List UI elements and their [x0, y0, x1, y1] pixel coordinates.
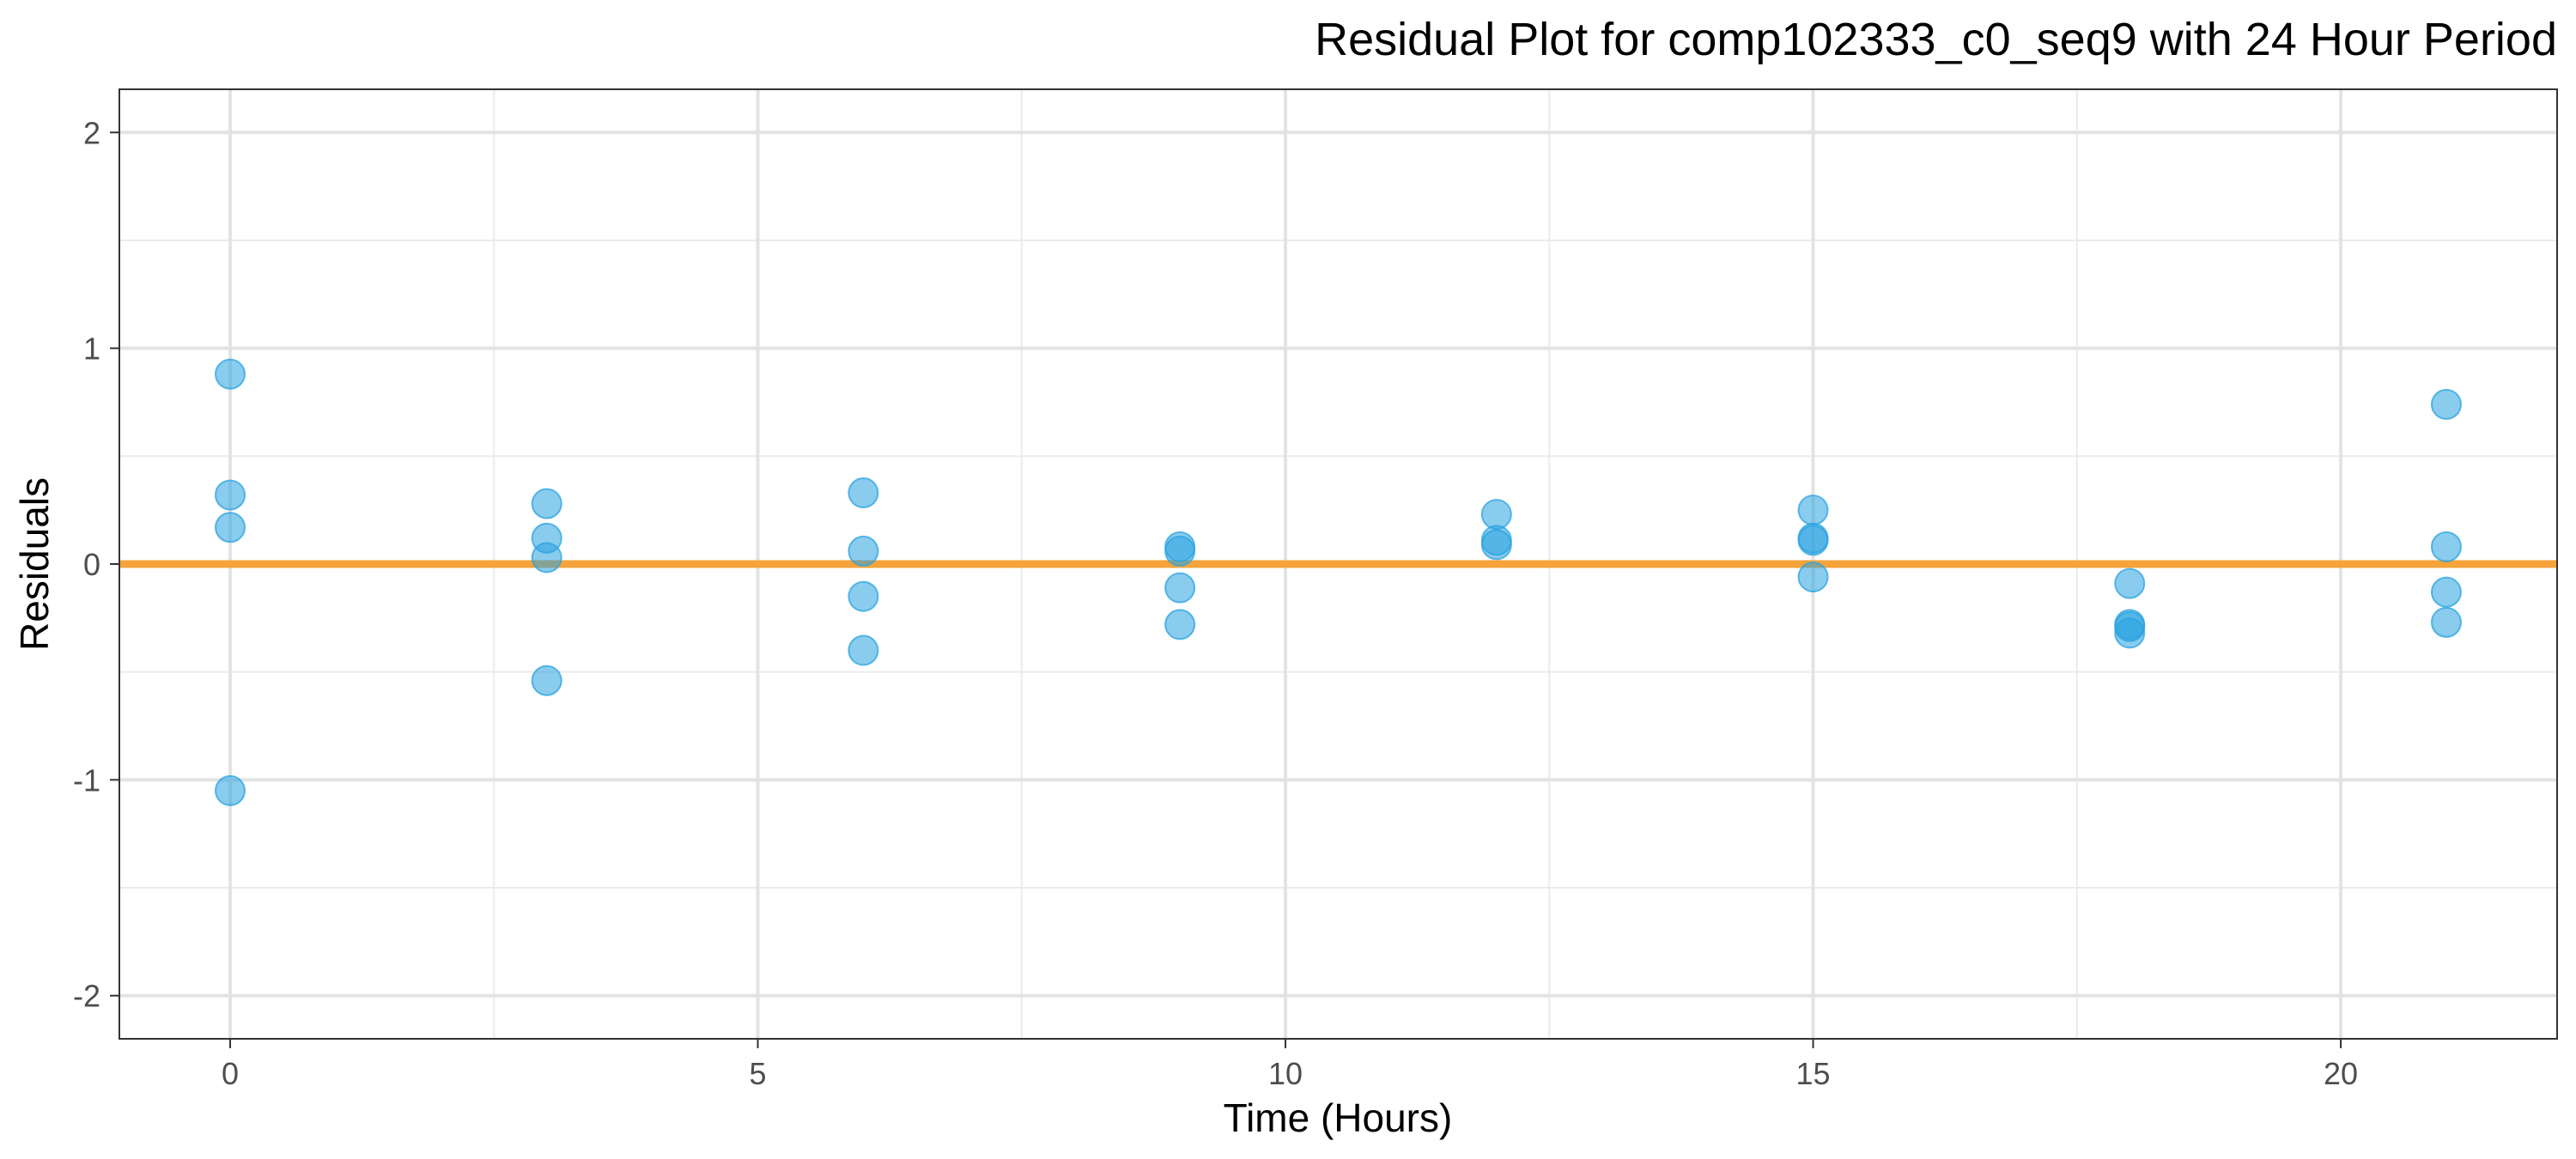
minor-gridlines [119, 89, 2557, 1039]
data-point [215, 358, 246, 390]
data-points [215, 358, 2462, 806]
data-point [848, 580, 879, 612]
data-point [215, 774, 246, 806]
data-point [2430, 531, 2462, 562]
y-tick-label: -2 [73, 979, 100, 1014]
data-point [215, 512, 246, 543]
data-point [2430, 388, 2462, 420]
x-tick-label: 0 [222, 1056, 239, 1091]
data-point [1797, 495, 1829, 526]
y-tick-label: 1 [83, 331, 100, 367]
y-tick-label: -1 [73, 762, 100, 798]
data-point [2430, 576, 2462, 608]
x-tick-label: 10 [1268, 1056, 1303, 1091]
data-point [1797, 525, 1829, 556]
data-point [1480, 529, 1512, 561]
data-point [2430, 606, 2462, 638]
y-axis-ticks: -2 -1 0 1 2 [73, 115, 119, 1014]
y-axis-label: Residuals [12, 477, 57, 651]
data-point [1164, 572, 1196, 604]
data-point [1164, 609, 1196, 640]
data-point [848, 477, 879, 509]
data-point [531, 542, 562, 573]
chart-title: Residual Plot for comp102333_c0_seq9 wit… [1315, 14, 2557, 65]
data-point [1480, 499, 1512, 531]
y-tick-label: 2 [83, 115, 100, 150]
data-point [848, 535, 879, 567]
x-axis-label: Time (Hours) [1224, 1095, 1453, 1140]
data-point [531, 664, 562, 696]
x-tick-label: 15 [1796, 1056, 1831, 1091]
x-tick-label: 20 [2324, 1056, 2358, 1091]
data-point [1164, 535, 1196, 567]
data-point [848, 634, 879, 666]
data-point [531, 488, 562, 519]
data-point [215, 479, 246, 511]
x-axis-ticks: 0 5 10 15 20 [222, 1039, 2358, 1091]
y-tick-label: 0 [83, 547, 100, 582]
data-point [2114, 617, 2146, 649]
x-tick-label: 5 [750, 1056, 767, 1091]
data-point [1797, 561, 1829, 593]
data-point [2114, 567, 2146, 599]
